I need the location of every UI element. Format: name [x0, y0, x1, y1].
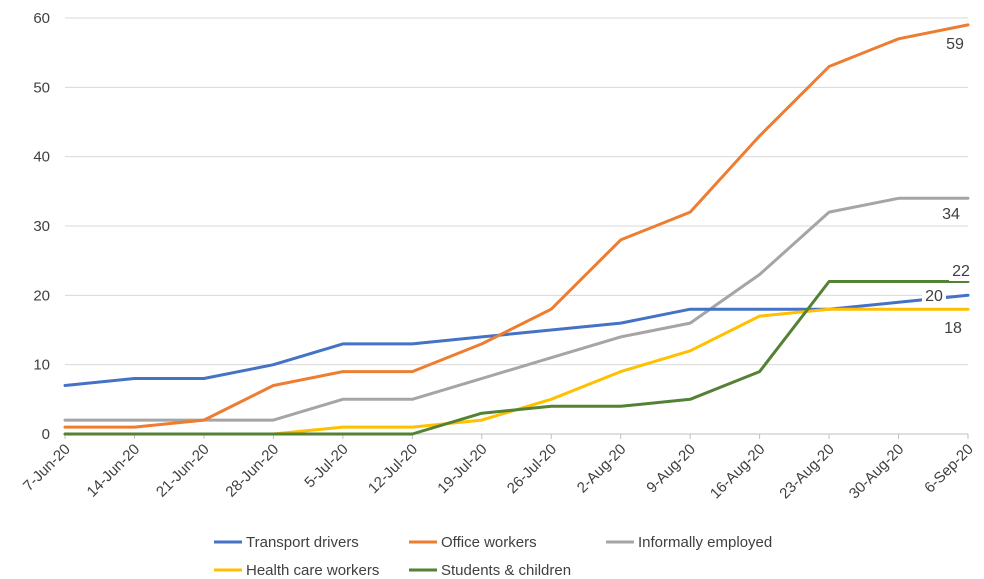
x-tick-label: 12-Jul-20: [365, 441, 421, 497]
legend-label: Health care workers: [246, 562, 379, 579]
x-tick-label: 5-Jul-20: [301, 441, 351, 491]
x-tick-label: 21-Jun-20: [153, 441, 213, 501]
gridlines: [65, 17, 968, 366]
y-tick-label: 60: [33, 10, 50, 27]
x-tick-label: 23-Aug-20: [776, 441, 838, 503]
x-tick-label: 6-Sep-20: [921, 441, 977, 497]
y-tick-label: 10: [33, 357, 50, 374]
series-lines: [63, 23, 970, 436]
y-tick-label: 50: [33, 79, 50, 96]
end-labels: 20 59 34 18 22: [922, 35, 973, 338]
legend: Transport drivers Office workers Informall…: [214, 534, 772, 579]
series-line-office-workers: [63, 23, 970, 429]
x-tick-label: 19-Jul-20: [434, 441, 490, 497]
x-tick-label: 9-Aug-20: [643, 441, 699, 497]
x-tick-label: 26-Jul-20: [504, 441, 560, 497]
end-label: 20: [925, 288, 943, 305]
x-tick-label: 14-Jun-20: [84, 441, 144, 501]
legend-label: Office workers: [441, 534, 537, 551]
end-label-bg: [949, 262, 973, 281]
legend-label: Informally employed: [638, 534, 772, 551]
end-label: 59: [946, 36, 964, 53]
y-tick-label: 30: [33, 218, 50, 235]
series-line-informally-employed: [63, 196, 970, 422]
x-tick-label: 7-Jun-20: [20, 441, 74, 495]
y-tick-label: 0: [42, 426, 50, 443]
x-tick-label: 16-Aug-20: [707, 441, 769, 503]
x-tick-label: 2-Aug-20: [574, 441, 630, 497]
end-label-bg: [941, 319, 965, 338]
series-line-students-children: [63, 280, 970, 436]
y-tick-label: 20: [33, 287, 50, 304]
legend-label: Transport drivers: [246, 534, 359, 551]
end-label: 18: [944, 320, 962, 337]
end-label-bg: [943, 35, 967, 54]
end-label-bg: [922, 287, 946, 306]
x-tick-label: 30-Aug-20: [846, 441, 908, 503]
end-label: 22: [952, 263, 970, 280]
x-axis: 7-Jun-20 14-Jun-20 21-Jun-20 28-Jun-20 5-Jul…: [20, 433, 977, 503]
x-tick-label: 28-Jun-20: [222, 441, 282, 501]
end-label-bg: [939, 205, 963, 224]
y-axis: 0 10 20 30 40 50 60: [33, 10, 50, 443]
y-tick-label: 40: [33, 149, 50, 166]
legend-label: Students & children: [441, 562, 571, 579]
end-label: 34: [942, 206, 960, 223]
